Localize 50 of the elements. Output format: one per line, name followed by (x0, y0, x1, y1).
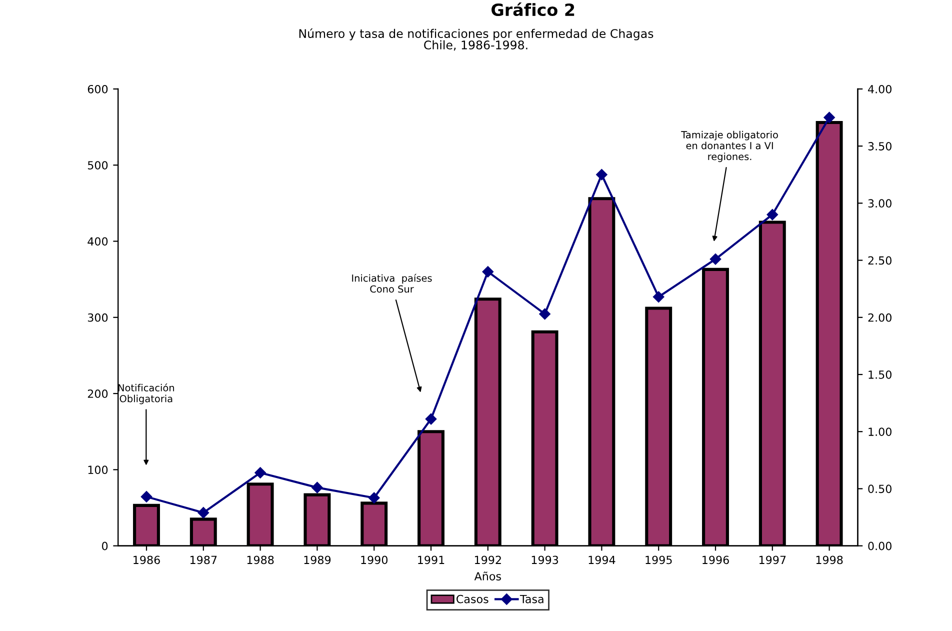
x-tick-label: 1996 (702, 556, 729, 564)
point (254, 467, 266, 478)
annotation: Iniciativa países Cono Sur (352, 274, 432, 293)
y-tick-label: 400 (88, 237, 108, 246)
y-tick-label: 600 (88, 84, 108, 94)
y2-tick-label: 2.00 (868, 313, 892, 322)
point (312, 482, 323, 494)
legend-label: Casos (456, 594, 488, 604)
y-tick-label: 500 (88, 161, 108, 170)
point (824, 112, 835, 124)
y2-tick-label: 1.00 (868, 428, 892, 436)
x-tick-label: 1990 (361, 556, 388, 564)
point (766, 208, 778, 220)
y-tick-label: 0 (102, 542, 108, 550)
y-tick-label: 100 (88, 466, 108, 474)
y2-tick-label: 3.00 (868, 199, 892, 208)
point (368, 492, 380, 504)
x-tick-label: 1993 (532, 556, 558, 564)
y2-tick-label: 4.00 (868, 84, 892, 94)
point (539, 308, 550, 320)
point (482, 266, 494, 278)
point (596, 169, 608, 180)
x-tick-label: 1988 (247, 556, 274, 564)
point (140, 491, 152, 502)
legend-label: Tasa (520, 594, 544, 604)
x-tick-label: 1998 (816, 556, 843, 564)
x-tick-label: 1989 (304, 556, 331, 564)
point (652, 291, 664, 302)
y2-tick-label: 0.50 (868, 484, 892, 494)
x-tick-label: 1986 (134, 556, 160, 564)
x-tick-label: 1991 (418, 556, 444, 564)
x-tick-label: 1997 (759, 556, 786, 564)
y2-tick-label: 0.00 (868, 542, 892, 550)
y2-tick-label: 1.50 (868, 370, 892, 379)
y-tick-label: 200 (88, 390, 108, 398)
x-tick-label: 1992 (474, 556, 501, 564)
annotation: Tamizaje obligatorio en donantes I a VI regiones. (681, 130, 778, 162)
annotation: Notificación Obligatoria (118, 384, 174, 404)
y2-tick-label: 2.50 (868, 256, 892, 265)
x-tick-label: 1995 (646, 556, 672, 564)
point (425, 413, 437, 425)
chart-title: Gráfico 2 (492, 2, 574, 16)
chart-subtitle: Número y tasa de notificaciones por enfermedad de Chagas Chile, 1986-1998. (299, 28, 654, 51)
y-tick-label: 300 (88, 313, 108, 322)
x-tick-label: 1987 (190, 556, 217, 564)
point (198, 507, 210, 518)
x-tick-label: 1994 (588, 556, 616, 564)
x-axis-title: Años (474, 572, 501, 580)
y2-tick-label: 3.50 (868, 142, 892, 150)
point (710, 254, 722, 265)
